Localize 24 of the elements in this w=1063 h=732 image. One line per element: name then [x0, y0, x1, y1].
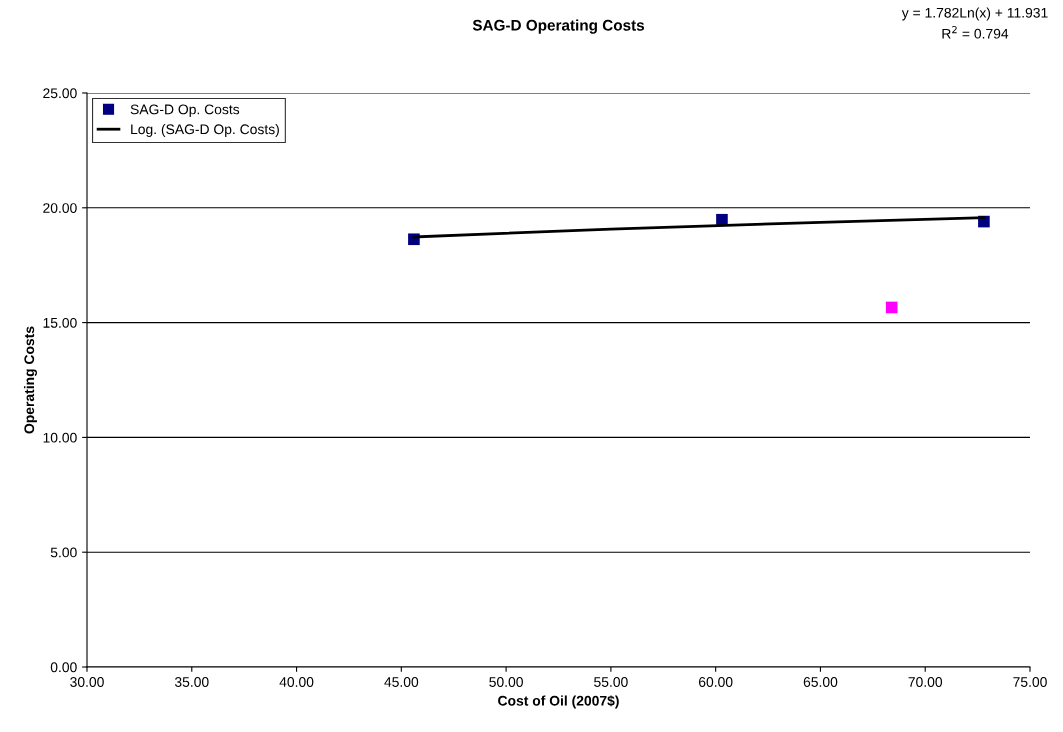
y-axis-title: Operating Costs: [23, 326, 37, 434]
x-tick-label: 75.00: [1013, 677, 1047, 687]
y-tick-label: 20.00: [43, 203, 77, 213]
x-tick-label: 70.00: [908, 677, 943, 687]
y-tick-label: 10.00: [43, 432, 77, 443]
x-tick-label: 45.00: [384, 677, 419, 687]
y-tick-label: 0.00: [50, 662, 77, 673]
x-tick-label: 35.00: [174, 677, 209, 687]
legend-label: SAG-D Op. Costs: [130, 104, 240, 118]
y-tick-label: 25.00: [43, 88, 77, 99]
y-tick-label: 5.00: [50, 547, 77, 558]
x-tick-label: 30.00: [70, 677, 104, 687]
x-tick-label: 50.00: [489, 677, 523, 687]
legend-label: Log. (SAG-D Op. Costs): [131, 124, 279, 137]
x-tick-label: 60.00: [699, 677, 733, 687]
text: R$^{2}$ = 0.794: [942, 25, 1009, 39]
y-tick-label: 15.00: [43, 317, 77, 328]
x-axis-title: Cost of Oil (2007$): [498, 695, 619, 709]
point: [885, 301, 898, 314]
text: y = 1.782Ln(x) + 11.931: [901, 7, 1048, 21]
x-tick-label: 55.00: [594, 677, 628, 687]
x-tick-label: 65.00: [803, 677, 838, 687]
chart-title: SAG-D Operating Costs: [472, 19, 645, 34]
x-tick-label: 40.00: [279, 677, 314, 687]
